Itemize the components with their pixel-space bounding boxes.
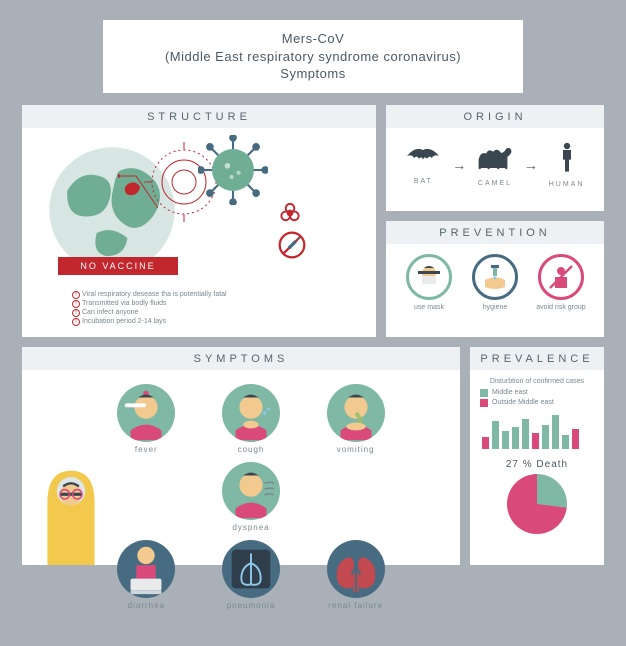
symptoms-panel: SYMPTOMS fevercoughvomitingdyspneadiarrh… bbox=[22, 347, 460, 565]
bar bbox=[522, 419, 529, 449]
biohazard-icon bbox=[278, 201, 302, 225]
symptom-label: pneumonia bbox=[211, 601, 291, 610]
diarrhea-icon bbox=[117, 540, 175, 598]
prevention-label: use mask bbox=[399, 304, 459, 312]
death-label: 27 % Death bbox=[480, 459, 594, 470]
prevention-item-mask: use mask bbox=[399, 254, 459, 312]
origin-label: BAT bbox=[401, 178, 445, 185]
origin-item-human: HUMAN bbox=[545, 142, 589, 188]
bar bbox=[482, 437, 489, 449]
handwash-icon bbox=[472, 254, 518, 300]
bar bbox=[572, 429, 579, 449]
origin-panel: ORIGIN BAT → CAMEL → bbox=[386, 105, 604, 211]
prevalence-pie-wrap: 27 % Death bbox=[480, 459, 594, 534]
symptom-item-vomiting: vomiting bbox=[316, 384, 396, 454]
symptom-label: vomiting bbox=[316, 445, 396, 454]
bar bbox=[512, 427, 519, 449]
symptom-item-pneumonia: pneumonia bbox=[211, 540, 291, 610]
prevalence-heading: PREVALENCE bbox=[470, 347, 604, 370]
prevention-item-hygiene: hygiene bbox=[465, 254, 525, 312]
structure-bullet: Viral respiratory desease tha is potenti… bbox=[72, 291, 227, 298]
prevention-heading: PREVENTION bbox=[386, 221, 604, 244]
prevalence-pie-chart bbox=[507, 474, 567, 534]
bat-icon bbox=[403, 145, 443, 171]
structure-heading: STRUCTURE bbox=[22, 105, 376, 128]
bar bbox=[502, 431, 509, 449]
legend-row: Outside Middle east bbox=[480, 399, 594, 407]
bar bbox=[552, 415, 559, 449]
symptom-item-dyspnea: dyspnea bbox=[211, 462, 291, 532]
symptom-label: renal failure bbox=[316, 601, 396, 610]
legend-label: Outside Middle east bbox=[492, 399, 554, 406]
title-line3: Symptoms bbox=[117, 65, 509, 83]
structure-bullet-list: Viral respiratory desease tha is potenti… bbox=[72, 289, 227, 327]
symptom-item-cough: cough bbox=[211, 384, 291, 454]
no-vaccine-badge: NO VACCINE bbox=[58, 257, 178, 275]
symptom-label: dyspnea bbox=[211, 523, 291, 532]
row-top: STRUCTURE bbox=[0, 105, 626, 337]
prevention-row: use mask hygiene avoid risk group bbox=[386, 244, 604, 312]
symptom-item-diarrhea: diarrhea bbox=[106, 540, 186, 610]
title-card: Mers-CoV (Middle East respiratory syndro… bbox=[103, 20, 523, 93]
camel-icon bbox=[475, 143, 515, 173]
legend-row: Middle east bbox=[480, 389, 594, 397]
origin-label: CAMEL bbox=[473, 180, 517, 187]
vomiting-icon bbox=[327, 384, 385, 442]
arrow-icon: → bbox=[524, 157, 538, 173]
prevalence-bar-chart bbox=[480, 413, 594, 449]
structure-bullet: Transmitted via bodly fluids bbox=[72, 300, 227, 307]
arrow-icon: → bbox=[452, 157, 466, 173]
structure-bullet: Incubation period 2-14 lays bbox=[72, 318, 227, 325]
bar bbox=[562, 435, 569, 449]
right-column: ORIGIN BAT → CAMEL → bbox=[386, 105, 604, 337]
prevention-item-avoid: avoid risk group bbox=[531, 254, 591, 312]
symptoms-heading: SYMPTOMS bbox=[22, 347, 460, 370]
prevention-label: hygiene bbox=[465, 304, 525, 312]
title-line2: (Middle East respiratory syndrome corona… bbox=[117, 48, 509, 66]
origin-label: HUMAN bbox=[545, 181, 589, 188]
title-line1: Mers-CoV bbox=[117, 30, 509, 48]
symptom-label: diarrhea bbox=[106, 601, 186, 610]
prevention-panel: PREVENTION use mask hygiene bbox=[386, 221, 604, 337]
structure-panel: STRUCTURE bbox=[22, 105, 376, 337]
mask-icon bbox=[406, 254, 452, 300]
legend-swatch bbox=[480, 399, 488, 407]
origin-item-bat: BAT bbox=[401, 145, 445, 185]
origin-item-camel: CAMEL bbox=[473, 143, 517, 187]
symptom-item-renal-failure: renal failure bbox=[316, 540, 396, 610]
symptom-item-fever: fever bbox=[106, 384, 186, 454]
renal-icon bbox=[327, 540, 385, 598]
pneumonia-icon bbox=[222, 540, 280, 598]
callout-line-icon bbox=[118, 168, 158, 224]
symptom-label: cough bbox=[211, 445, 291, 454]
legend-label: Middle east bbox=[492, 389, 528, 396]
avoid-person-icon bbox=[538, 254, 584, 300]
prevalence-panel: PREVALENCE Disturbtion of confirmed case… bbox=[470, 347, 604, 565]
prevalence-legend: Middle east Outside Middle east bbox=[480, 389, 594, 407]
prevalence-subtitle: Disturbtion of confirmed cases bbox=[480, 378, 594, 385]
prevalence-body: Disturbtion of confirmed cases Middle ea… bbox=[470, 370, 604, 542]
no-syringe-icon bbox=[278, 231, 306, 259]
legend-swatch bbox=[480, 389, 488, 397]
fever-icon bbox=[117, 384, 175, 442]
virus-icon bbox=[198, 135, 268, 205]
bar bbox=[532, 433, 539, 449]
origin-row: BAT → CAMEL → HUMAN bbox=[386, 128, 604, 192]
prevention-label: avoid risk group bbox=[531, 304, 591, 312]
human-icon bbox=[558, 142, 576, 174]
symptom-label: fever bbox=[106, 445, 186, 454]
bar bbox=[542, 425, 549, 449]
globe bbox=[48, 146, 176, 274]
dyspnea-icon bbox=[222, 462, 280, 520]
origin-heading: ORIGIN bbox=[386, 105, 604, 128]
hazmat-person-icon bbox=[30, 455, 112, 565]
bar bbox=[492, 421, 499, 449]
cough-icon bbox=[222, 384, 280, 442]
row-bottom: SYMPTOMS fevercoughvomitingdyspneadiarrh… bbox=[0, 347, 626, 565]
structure-bullet: Can infect anyone bbox=[72, 309, 227, 316]
